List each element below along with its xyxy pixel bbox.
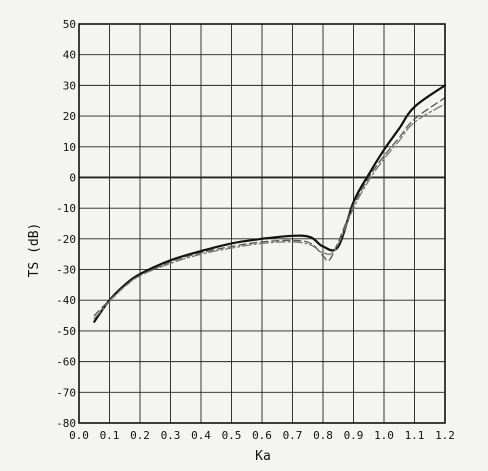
x-tick-labels: 0.0 0.1 0.2 0.3 0.4 0.5 0.6 0.7 0.8 0.9 1.0 1.1 1.2: [69, 429, 455, 442]
y-tick-label: -20: [56, 233, 76, 246]
y-tick-label: -70: [56, 386, 76, 399]
x-tick-label: 1.1: [405, 429, 425, 442]
y-tick-labels: 50 40 30 20 10 0 -10 -20 -30 -40 -50 -60 -70 -80: [56, 18, 76, 430]
y-tick-label: 10: [63, 141, 76, 154]
series-line-solid: [93, 84, 447, 323]
grid: [78, 23, 446, 424]
y-tick-label: -40: [56, 294, 76, 307]
y-tick-label: 20: [63, 110, 76, 123]
x-tick-label: 0.8: [313, 429, 333, 442]
x-tick-label: 0.4: [191, 429, 211, 442]
y-tick-label: -30: [56, 264, 76, 277]
y-tick-label: -80: [56, 417, 76, 430]
x-tick-label: 0.1: [100, 429, 120, 442]
x-tick-label: 0.6: [252, 429, 272, 442]
y-tick-label: -10: [56, 202, 76, 215]
plot-border: [78, 23, 446, 424]
y-tick-label: 40: [63, 49, 76, 62]
plot-frame: [78, 23, 446, 424]
series-line-dashed: [93, 97, 446, 317]
y-tick-label: 50: [63, 18, 76, 31]
x-axis-label: Ka: [255, 449, 271, 464]
x-tick-label: 0.5: [222, 429, 242, 442]
y-axis-label: TS (dB): [27, 223, 42, 278]
x-tick-label: 1.0: [374, 429, 394, 442]
series-layer: [93, 84, 447, 323]
x-tick-label: 0.3: [161, 429, 181, 442]
x-tick-label: 0.0: [69, 429, 89, 442]
y-tick-label: 0: [69, 171, 76, 184]
x-tick-label: 0.7: [283, 429, 303, 442]
x-tick-label: 0.9: [344, 429, 364, 442]
x-tick-label: 0.2: [130, 429, 150, 442]
x-tick-label: 1.2: [435, 429, 455, 442]
y-tick-label: -60: [56, 356, 76, 369]
y-tick-label: -50: [56, 325, 76, 338]
y-tick-label: 30: [63, 79, 76, 92]
series-line-dash-dot: [93, 103, 446, 320]
